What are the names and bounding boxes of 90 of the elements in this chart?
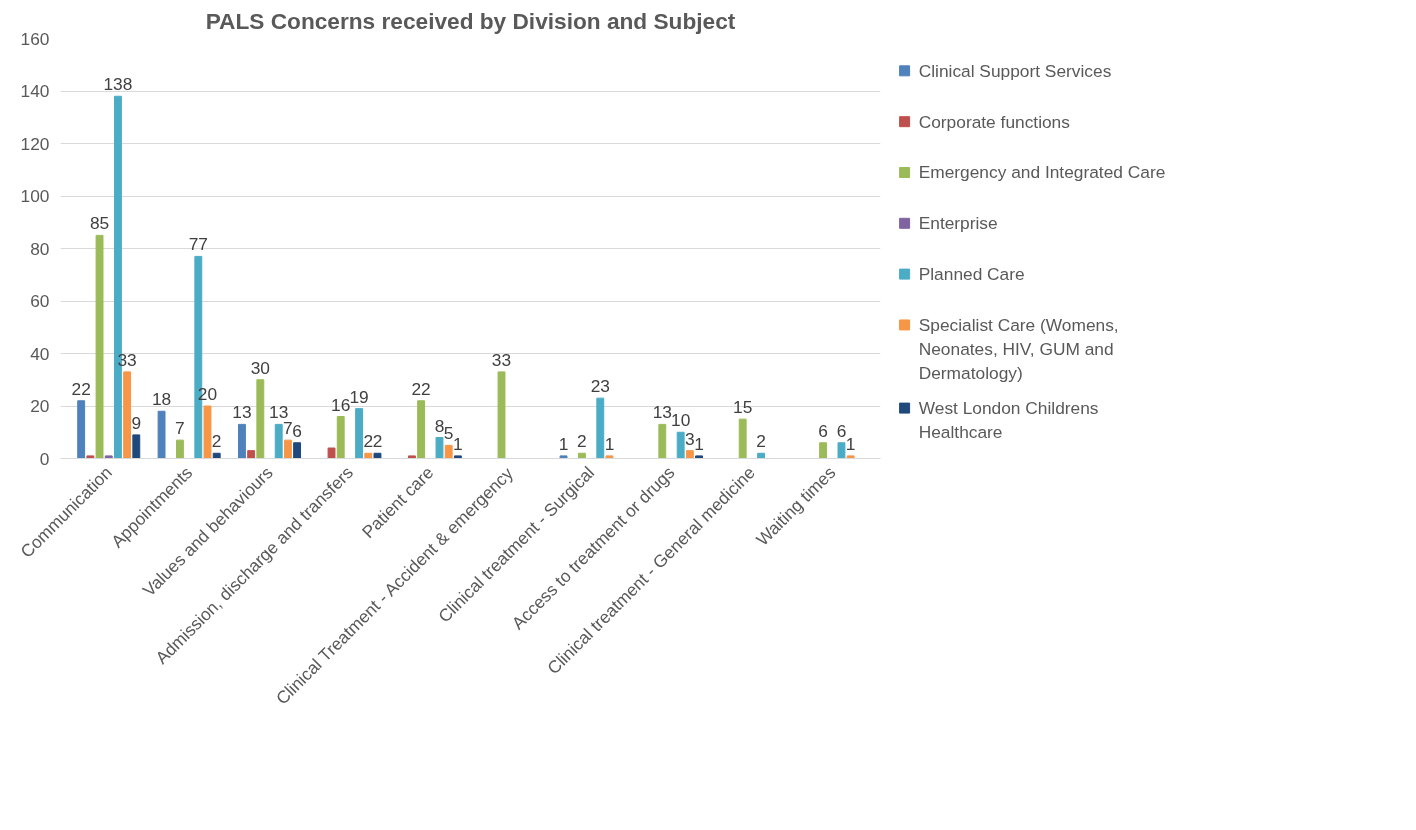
bar xyxy=(336,416,345,459)
data-label: 30 xyxy=(250,357,270,378)
data-label: 1 xyxy=(845,433,856,454)
legend-label: Corporate functions xyxy=(918,111,1071,132)
data-label: 2 xyxy=(577,431,587,452)
data-label: 16 xyxy=(331,394,351,415)
data-label: 15 xyxy=(733,397,753,418)
bar xyxy=(444,444,453,459)
bar xyxy=(293,442,302,459)
data-label: 6 xyxy=(836,420,847,441)
data-label: 22 xyxy=(411,378,431,399)
bar xyxy=(238,423,246,459)
bar xyxy=(846,455,855,459)
data-label: 2 xyxy=(363,431,374,452)
data-label: 2 xyxy=(372,431,383,452)
bar xyxy=(559,455,568,459)
y-tick-label: 100 xyxy=(20,186,50,206)
bar xyxy=(417,400,426,459)
data-label: 19 xyxy=(349,386,369,407)
data-label: 77 xyxy=(188,234,208,255)
bar xyxy=(695,455,703,459)
data-label: 85 xyxy=(89,213,110,234)
y-tick-label: 0 xyxy=(39,448,50,469)
data-label: 3 xyxy=(685,428,695,449)
bar xyxy=(658,423,667,459)
bar xyxy=(435,437,444,459)
bar xyxy=(453,455,462,459)
bar xyxy=(95,234,104,459)
bar xyxy=(577,452,586,459)
bar xyxy=(364,452,373,459)
bar xyxy=(355,408,364,459)
data-label: 1 xyxy=(558,433,569,454)
data-label: 6 xyxy=(292,420,302,441)
data-label: 5 xyxy=(443,423,454,444)
bar xyxy=(373,452,382,459)
bar xyxy=(77,400,86,459)
y-tick-label: 40 xyxy=(30,343,50,364)
legend-label: Planned Care xyxy=(918,264,1025,285)
data-label: 1 xyxy=(604,433,615,454)
bar xyxy=(123,371,132,459)
data-label: 2 xyxy=(211,431,222,452)
bar xyxy=(212,452,221,459)
y-tick-label: 20 xyxy=(30,396,50,416)
data-label: 23 xyxy=(590,376,610,397)
bar xyxy=(203,405,212,459)
bar xyxy=(157,410,166,459)
legend-label: Specialist Care (Womens, Neonates, HIV, GUM and Dermatology) xyxy=(918,314,1119,383)
bar xyxy=(86,455,95,459)
bar xyxy=(837,442,846,459)
data-label: 22 xyxy=(71,378,91,399)
bar xyxy=(605,455,614,459)
y-tick-label: 140 xyxy=(20,81,50,101)
data-label: 1 xyxy=(694,433,704,454)
data-label: 2 xyxy=(756,431,766,452)
data-label: 18 xyxy=(151,389,172,410)
bar xyxy=(283,439,292,459)
bar xyxy=(104,455,113,459)
data-label: 7 xyxy=(175,418,185,439)
data-label: 1 xyxy=(453,433,463,454)
bar xyxy=(175,439,184,459)
bar xyxy=(274,423,283,459)
legend-label: Clinical Support Services xyxy=(918,60,1112,81)
bar xyxy=(819,442,828,459)
data-label: 9 xyxy=(131,412,142,433)
data-label: 13 xyxy=(652,402,672,423)
bar xyxy=(685,450,694,459)
legend-label: Emergency and Integrated Care xyxy=(918,162,1166,183)
data-label: 138 xyxy=(103,74,133,95)
chart-title: PALS Concerns received by Division and Subject xyxy=(205,7,736,34)
data-label: 6 xyxy=(818,420,828,441)
y-tick-label: 80 xyxy=(30,238,50,259)
data-label: 33 xyxy=(491,349,512,370)
bar xyxy=(407,455,416,459)
bar xyxy=(256,379,265,459)
y-tick-label: 60 xyxy=(30,291,50,311)
legend-label: Enterprise xyxy=(918,213,998,234)
bar xyxy=(596,397,605,459)
bar xyxy=(757,452,766,459)
bar xyxy=(247,450,256,459)
bar xyxy=(497,371,506,459)
y-tick-label: 120 xyxy=(20,133,50,154)
bar xyxy=(327,447,336,459)
legend-label: West London Childrens Healthcare xyxy=(918,398,1099,443)
data-label: 13 xyxy=(232,402,252,423)
y-tick-label: 160 xyxy=(20,28,50,49)
data-label: 8 xyxy=(434,415,445,436)
bar xyxy=(738,418,747,459)
bar xyxy=(132,434,141,459)
bar xyxy=(676,431,685,459)
data-label: 10 xyxy=(671,410,691,431)
